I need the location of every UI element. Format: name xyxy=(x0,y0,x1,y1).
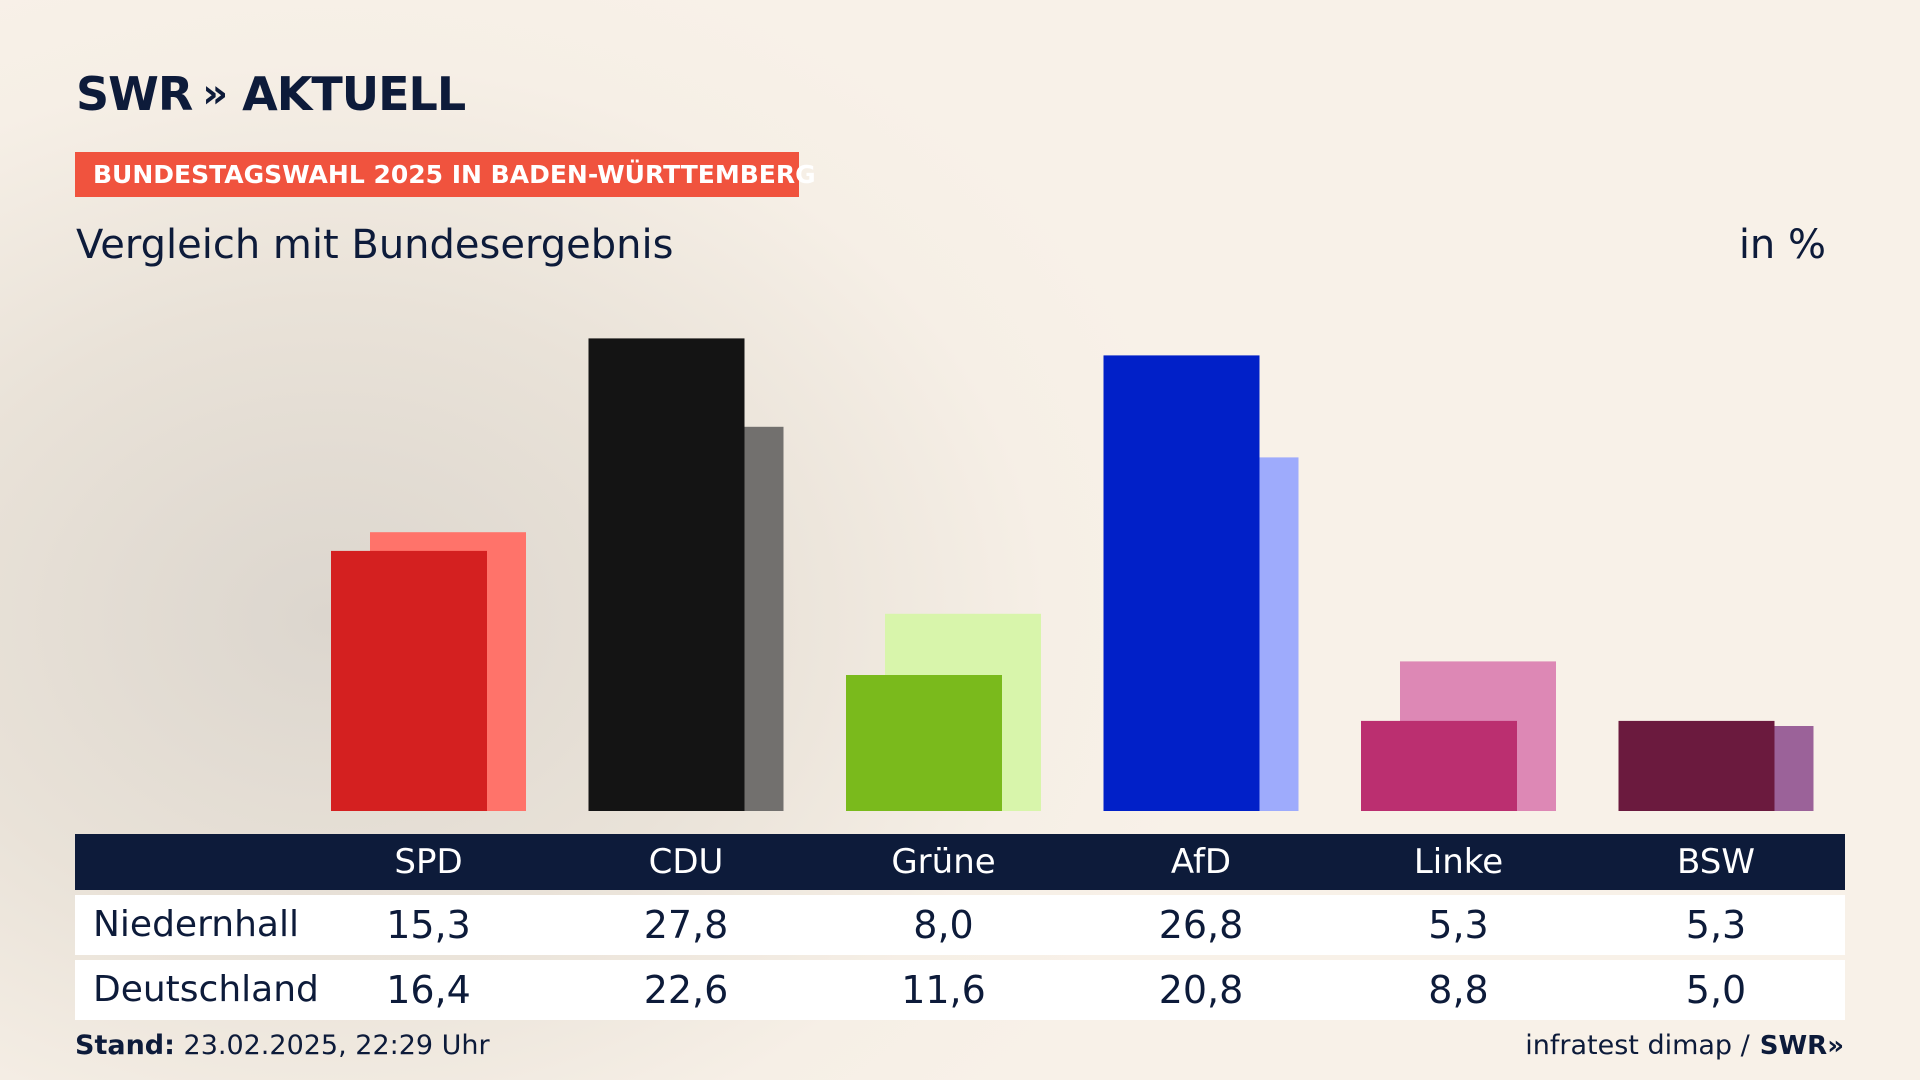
table-cell: 27,8 xyxy=(643,903,729,947)
results-table: SPD CDU Grüne AfD Linke BSW Niedernhall 15,3 27… xyxy=(75,834,1845,1020)
swr-aktuell-logo: SWR » AKTUELL xyxy=(76,67,466,121)
chart-subtitle: Vergleich mit Bundesergebnis xyxy=(76,222,674,268)
swr-mini-logo: SWR» xyxy=(1759,1030,1844,1061)
source-credit: infratest dimap / SWR» xyxy=(1525,1030,1844,1061)
column-header: AfD xyxy=(1170,842,1232,882)
bar-bsw-niedernhall xyxy=(1618,720,1775,811)
table-header-row: SPD CDU Grüne AfD Linke BSW xyxy=(75,834,1845,890)
bar-spd-niedernhall xyxy=(331,550,487,811)
bar-afd-niedernhall xyxy=(1103,355,1260,811)
bar-chart xyxy=(331,338,1814,811)
column-header: SPD xyxy=(394,842,463,882)
column-header: Grüne xyxy=(891,842,996,882)
table-row: Niedernhall 15,3 27,8 8,0 26,8 5,3 5,3 xyxy=(75,895,1845,955)
bar-gruene-niedernhall xyxy=(846,675,1002,811)
table-cell: 26,8 xyxy=(1158,903,1244,947)
table-cell: 22,6 xyxy=(643,968,729,1012)
row-label: Deutschland xyxy=(93,969,319,1010)
chart-unit: in % xyxy=(1738,222,1826,268)
election-badge: BUNDESTAGSWAHL 2025 IN BADEN-WÜRTTEMBERG xyxy=(75,152,816,197)
table-cell: 8,8 xyxy=(1428,968,1489,1012)
table-cell: 15,3 xyxy=(386,903,471,947)
table-cell: 8,0 xyxy=(913,903,974,947)
table-row: Deutschland 16,4 22,6 11,6 20,8 8,8 5,0 xyxy=(75,960,1845,1020)
source-text: infratest dimap / xyxy=(1525,1030,1750,1061)
bar-linke-niedernhall xyxy=(1361,720,1517,811)
logo-swr-text: SWR xyxy=(76,67,193,121)
table-cell: 5,3 xyxy=(1685,903,1747,947)
bar-cdu-niedernhall xyxy=(588,338,745,811)
logo-aktuell-text: AKTUELL xyxy=(242,67,466,121)
table-cell: 20,8 xyxy=(1158,968,1244,1012)
table-cell: 5,0 xyxy=(1685,968,1747,1012)
timestamp: Stand: 23.02.2025, 22:29 Uhr xyxy=(75,1030,490,1061)
table-cell: 5,3 xyxy=(1428,903,1489,947)
column-header: CDU xyxy=(648,842,724,882)
column-header: BSW xyxy=(1677,842,1755,882)
table-cell: 16,4 xyxy=(386,968,471,1012)
stand-value: 23.02.2025, 22:29 Uhr xyxy=(183,1030,490,1061)
stand-label: Stand: xyxy=(75,1030,175,1061)
column-header: Linke xyxy=(1413,842,1504,882)
table-cell: 11,6 xyxy=(901,968,986,1012)
row-label: Niedernhall xyxy=(93,904,299,945)
